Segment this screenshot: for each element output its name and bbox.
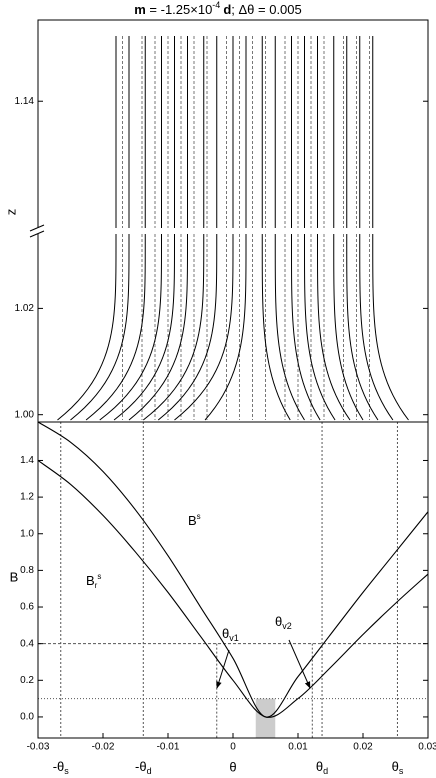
chart-title: m = -1.25×10-4 d; Δθ = 0.005: [134, 0, 302, 17]
curve-label-sub: r: [95, 581, 98, 590]
y-tick-label: 1.14: [15, 96, 35, 107]
curve-label-main: B: [86, 573, 95, 588]
annotation-sub: v1: [229, 633, 239, 643]
annotation-sub: v2: [282, 621, 292, 631]
y-axis-label: B: [10, 569, 19, 584]
annotation-arrow: [216, 649, 230, 689]
field-line: [70, 234, 130, 421]
field-line: [57, 234, 117, 421]
field-line: [85, 234, 146, 421]
title-part: m: [134, 2, 146, 17]
y-tick-label: 1.4: [20, 455, 34, 466]
x-tick-label: -0.02: [92, 742, 115, 753]
y-tick-label: 0.8: [20, 565, 34, 576]
annotation: θv1: [222, 626, 239, 643]
field-line: [304, 234, 336, 421]
curve-label: Bs: [188, 512, 201, 528]
curve-label: Brs: [86, 572, 101, 590]
y-tick-label: 1.00: [15, 409, 35, 420]
field-line: [99, 234, 162, 421]
reference-label-sub: s: [64, 766, 69, 776]
field-line: [291, 234, 321, 421]
field-line: [174, 234, 234, 421]
y-tick-label: 1.0: [20, 528, 34, 539]
x-tick-label: 0.03: [418, 742, 436, 753]
curve-label-sup: s: [197, 512, 201, 521]
y-tick-label: 0.0: [20, 712, 34, 723]
reference-label-sub: s: [399, 766, 404, 776]
reference-label: θs: [392, 759, 404, 776]
x-axis-label: θ: [229, 759, 236, 774]
curve-label-sup: s: [97, 572, 101, 581]
field-line: [274, 234, 305, 421]
axis-break: [29, 224, 45, 232]
reference-label-main: θ: [316, 759, 323, 774]
field-line: [261, 234, 291, 421]
reference-label: -θd: [135, 759, 152, 776]
y-tick-label: 0.2: [20, 675, 34, 686]
curve-label-main: B: [188, 513, 197, 528]
series-line: [37, 421, 429, 718]
x-tick-label: -0.03: [27, 742, 50, 753]
reference-label: -θs: [53, 759, 70, 776]
axis-break: [29, 230, 45, 238]
annotation: θv2: [275, 614, 292, 631]
annotation-arrow: [288, 639, 311, 689]
field-line: [204, 234, 247, 421]
title-part: d: [223, 2, 231, 17]
field-line: [142, 234, 205, 421]
x-tick-label: 0: [230, 742, 236, 753]
title-part: ; Δθ = 0.005: [231, 2, 301, 17]
annotation-main: θ: [222, 626, 229, 641]
field-line: [317, 234, 351, 421]
y-tick-label: 1.2: [20, 492, 34, 503]
annotation-main: θ: [275, 614, 282, 629]
title-part: = -1.25×10: [146, 2, 213, 17]
field-line: [346, 234, 379, 421]
field-line: [128, 234, 188, 421]
field-line: [157, 234, 218, 421]
reference-label-sub: d: [147, 766, 152, 776]
x-tick-label: 0.02: [353, 742, 373, 753]
field-line: [359, 234, 394, 421]
x-tick-label: 0.01: [288, 742, 308, 753]
x-tick-label: -0.01: [157, 742, 180, 753]
reference-label: θd: [316, 759, 328, 776]
reference-label-sub: d: [323, 766, 328, 776]
reference-label-main: -θ: [53, 759, 65, 774]
axis-break-gap: [30, 228, 46, 234]
y-tick-label: 0.6: [20, 602, 34, 613]
y-tick-label: 0.4: [20, 638, 34, 649]
series-line: [37, 460, 429, 718]
shaded-region: [255, 698, 276, 738]
reference-label-main: θ: [392, 759, 399, 774]
title-part: -4: [212, 0, 220, 10]
y-axis-label: z: [3, 209, 18, 216]
field-line: [372, 234, 409, 421]
y-tick-label: 1.02: [15, 303, 35, 314]
reference-label-main: -θ: [135, 759, 147, 774]
field-line: [333, 234, 364, 421]
field-line: [113, 234, 175, 421]
